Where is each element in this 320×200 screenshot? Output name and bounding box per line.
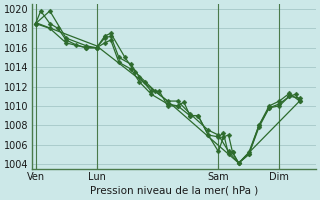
X-axis label: Pression niveau de la mer( hPa ): Pression niveau de la mer( hPa ) — [90, 186, 258, 196]
